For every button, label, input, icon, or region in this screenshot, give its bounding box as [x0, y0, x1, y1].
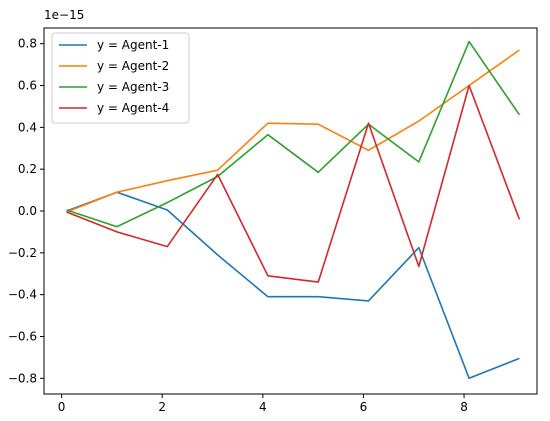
y-tick-label: 0.2 — [18, 162, 37, 176]
y-tick-label: 0.0 — [18, 204, 37, 218]
y-tick-label: −0.4 — [8, 288, 37, 302]
legend-label: y = Agent-1 — [97, 38, 169, 52]
series-line-agent-1 — [66, 191, 520, 380]
x-tick-label: 4 — [259, 400, 267, 414]
series-lines — [66, 40, 521, 380]
x-tick-label: 0 — [58, 400, 66, 414]
series-line-agent-3 — [66, 40, 521, 228]
y-tick-label: 0.6 — [18, 79, 37, 93]
legend-label: y = Agent-3 — [97, 80, 169, 94]
x-tick-label: 6 — [360, 400, 368, 414]
plot-area-frame — [43, 27, 538, 395]
y-tick-label: 0.8 — [18, 37, 37, 51]
y-offset-label: 1e−15 — [44, 8, 84, 22]
x-axis-ticks: 0 2 4 6 8 — [58, 394, 468, 414]
legend-label: y = Agent-2 — [97, 59, 169, 73]
y-tick-label: −0.2 — [8, 246, 37, 260]
legend: y = Agent-1 y = Agent-2 y = Agent-3 y = Age… — [51, 32, 190, 124]
legend-label: y = Agent-4 — [97, 101, 169, 115]
y-tick-label: −0.6 — [8, 329, 37, 343]
x-tick-label: 8 — [460, 400, 468, 414]
legend-box — [51, 32, 190, 124]
y-tick-label: 0.4 — [18, 120, 37, 134]
x-tick-label: 2 — [158, 400, 166, 414]
y-tick-label: −0.8 — [8, 371, 37, 385]
series-line-agent-4 — [66, 84, 521, 283]
y-axis-ticks: −0.8 −0.6 −0.4 −0.2 0.0 0.2 0.4 0.6 0.8 — [8, 37, 44, 385]
